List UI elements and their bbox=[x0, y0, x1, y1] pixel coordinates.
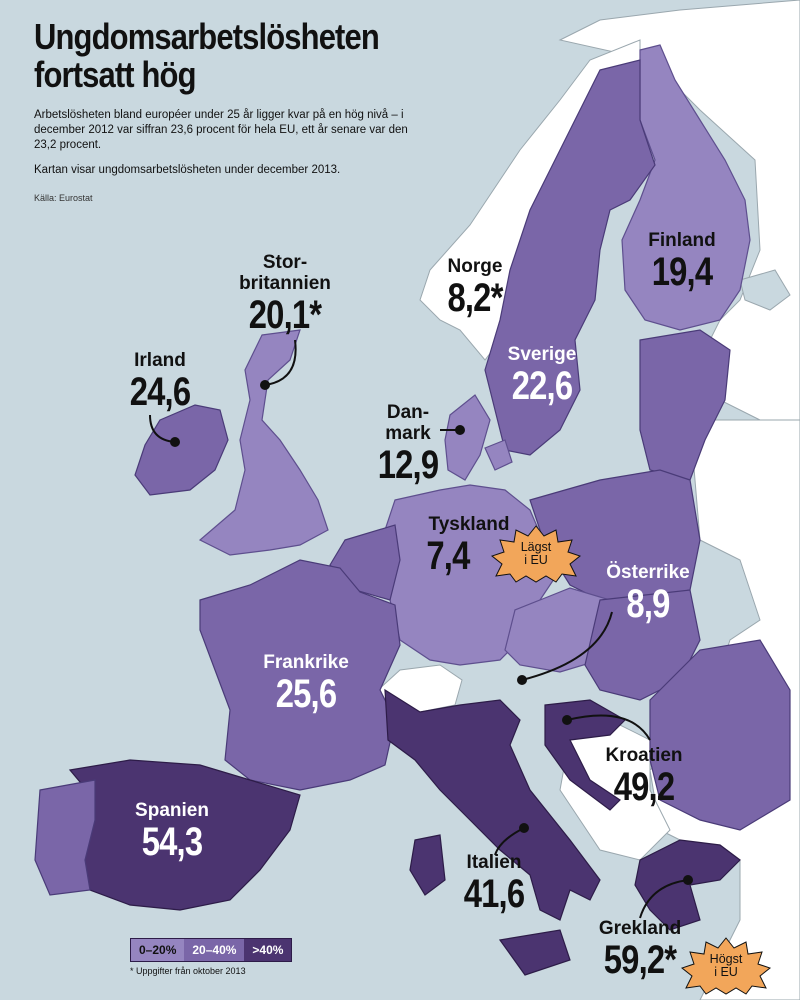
country-value: 59,2* bbox=[603, 938, 677, 982]
sicily bbox=[498, 929, 571, 976]
country-value: 22,6 bbox=[511, 364, 573, 408]
croatia bbox=[544, 699, 626, 811]
intro-text: Arbetslösheten bland européer under 25 å… bbox=[34, 109, 408, 151]
legend-item-0-20: 0–20% bbox=[131, 939, 185, 961]
ireland bbox=[134, 404, 229, 496]
badge-lowest: Lägst i EU bbox=[490, 524, 582, 584]
dot-denmark bbox=[455, 425, 465, 435]
finland bbox=[621, 44, 751, 331]
country-name: Italien bbox=[466, 852, 522, 873]
label-osterrike: Österrike 8,9 bbox=[592, 562, 704, 625]
footnote: * Uppgifter från oktober 2013 bbox=[130, 966, 246, 976]
badge-highest: Högst i EU bbox=[680, 936, 772, 996]
dot-ireland bbox=[170, 437, 180, 447]
country-value: 8,2* bbox=[447, 276, 503, 320]
starburst-icon bbox=[680, 937, 772, 995]
balkans-non-eu bbox=[559, 719, 671, 861]
legend-item-20-40: 20–40% bbox=[184, 939, 245, 961]
label-danmark: Dan- mark 12,9 bbox=[370, 402, 446, 486]
label-tyskland: Tyskland 7,4 bbox=[415, 514, 523, 577]
label-spanien: Spanien 54,3 bbox=[120, 800, 224, 863]
country-name: Kroatien bbox=[605, 745, 683, 766]
label-finland: Finland 19,4 bbox=[630, 230, 734, 293]
legend: 0–20% 20–40% >40% bbox=[130, 938, 293, 962]
dot-croatia bbox=[562, 715, 572, 725]
intro-text-2: Kartan visar ungdomsarbetslösheten under… bbox=[34, 164, 341, 176]
country-name: Tyskland bbox=[428, 514, 510, 535]
country-value: 20,1* bbox=[248, 293, 322, 337]
source-note: Källa: Eurostat bbox=[34, 193, 93, 203]
page-title: Ungdomsarbetslösheten fortsatt hög bbox=[34, 16, 380, 95]
country-name: Irland bbox=[134, 350, 186, 371]
romania-bulgaria bbox=[649, 639, 791, 831]
leader-uk bbox=[264, 339, 297, 386]
country-name: Österrike bbox=[606, 562, 690, 583]
sweden bbox=[484, 59, 656, 456]
label-irland: Irland 24,6 bbox=[118, 350, 202, 413]
label-storbritannien: Stor- britannien 20,1* bbox=[222, 252, 348, 336]
country-name: Norge bbox=[447, 256, 503, 277]
portugal bbox=[34, 779, 96, 896]
country-name: Grekland bbox=[598, 918, 682, 939]
dot-italy bbox=[519, 823, 529, 833]
country-name: Frankrike bbox=[263, 652, 349, 673]
label-sverige: Sverige 22,6 bbox=[488, 344, 596, 407]
italy bbox=[384, 688, 601, 921]
country-value: 25,6 bbox=[275, 672, 337, 716]
leader-croatia bbox=[566, 714, 651, 741]
country-name: Dan- mark bbox=[385, 402, 431, 444]
country-value: 54,3 bbox=[141, 820, 203, 864]
starburst-icon bbox=[490, 525, 582, 583]
baltic-states bbox=[639, 329, 731, 481]
label-frankrike: Frankrike 25,6 bbox=[250, 652, 362, 715]
badge-lowest-text: Lägst i EU bbox=[520, 540, 552, 567]
dot-austria bbox=[517, 675, 527, 685]
denmark bbox=[444, 394, 491, 481]
leader-greece bbox=[639, 879, 689, 919]
sardinia bbox=[409, 834, 446, 896]
country-value: 41,6 bbox=[463, 872, 525, 916]
label-norge: Norge 8,2* bbox=[425, 256, 525, 319]
white-sea bbox=[739, 269, 791, 311]
dot-greece bbox=[683, 875, 693, 885]
legend-item-over-40: >40% bbox=[244, 939, 292, 961]
country-name: Sverige bbox=[507, 344, 577, 365]
country-name: Stor- britannien bbox=[239, 252, 331, 294]
country-value: 24,6 bbox=[129, 370, 191, 414]
label-grekland: Grekland 59,2* bbox=[588, 918, 692, 981]
country-value: 8,9 bbox=[626, 582, 670, 626]
greece bbox=[634, 839, 741, 931]
france bbox=[199, 559, 401, 791]
badge-highest-text: Högst i EU bbox=[709, 952, 743, 979]
country-name: Spanien bbox=[135, 800, 209, 821]
label-italien: Italien 41,6 bbox=[448, 852, 540, 915]
country-value: 7,4 bbox=[426, 534, 470, 578]
dot-uk bbox=[260, 380, 270, 390]
leader-austria bbox=[521, 611, 613, 681]
united-kingdom bbox=[198, 329, 329, 556]
country-value: 19,4 bbox=[651, 250, 713, 294]
label-kroatien: Kroatien 49,2 bbox=[590, 745, 698, 808]
denmark-islands bbox=[484, 439, 513, 471]
country-name: Finland bbox=[648, 230, 716, 251]
country-value: 49,2 bbox=[613, 765, 675, 809]
country-value: 12,9 bbox=[377, 443, 439, 487]
